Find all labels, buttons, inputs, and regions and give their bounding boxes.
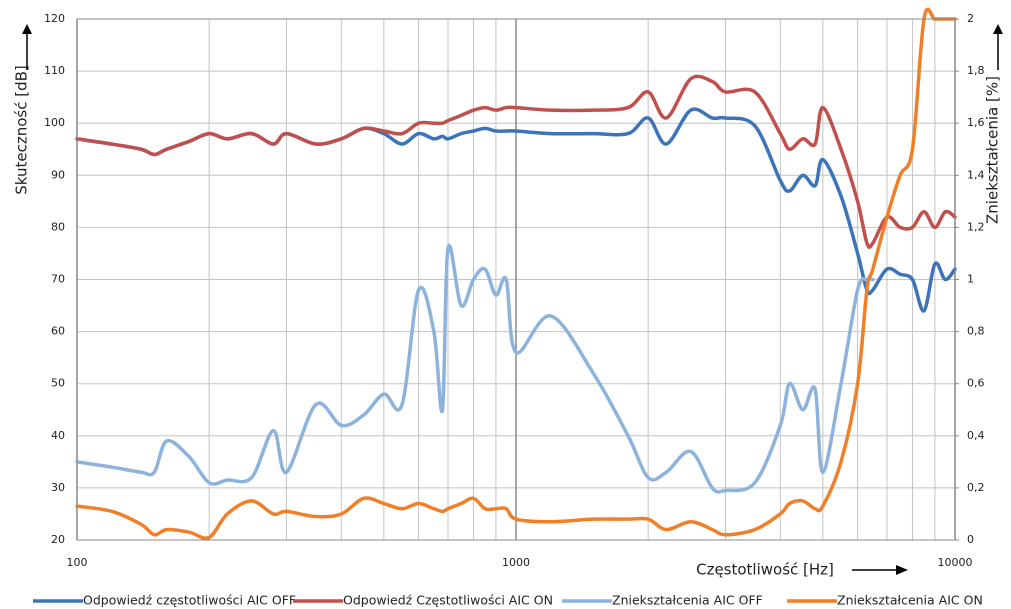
x-tick-label: 1000 [502, 556, 530, 569]
y2-tick-label: 1,6 [967, 116, 985, 129]
y2-axis-label: Zniekształcenia [%] [984, 76, 1002, 224]
series-line [75, 7, 957, 540]
y2-tick-label: 0 [967, 533, 974, 546]
x-tick-label: 10000 [938, 556, 973, 569]
x-tick-label: 100 [67, 556, 88, 569]
y-tick-label: 60 [51, 325, 65, 338]
y2-tick-label: 0,8 [967, 325, 985, 338]
y-arrow-head [22, 24, 32, 34]
grid [76, 18, 956, 541]
y-tick-label: 80 [51, 220, 65, 233]
x-arrow-head [896, 565, 908, 575]
y2-tick-label: 1,2 [967, 220, 985, 233]
y-tick-label: 120 [44, 12, 65, 25]
legend: Odpowiedź częstotliwości AIC OFF Odpowied… [33, 593, 983, 608]
lines [75, 7, 957, 540]
y2-tick-label: 0,2 [967, 481, 985, 494]
x-axis-label: Częstotliwość [Hz] [696, 561, 834, 579]
y2-tick-label: 0,6 [967, 377, 985, 390]
y2-tick-label: 1,4 [967, 168, 985, 181]
series-line [75, 243, 875, 494]
y-tick-label: 70 [51, 273, 65, 286]
y-tick-label: 50 [51, 377, 65, 390]
y2-tick-label: 1 [967, 273, 974, 286]
legend-label: Odpowiedź częstotliwości AIC OFF [83, 593, 296, 608]
y-tick-label: 20 [51, 533, 65, 546]
legend-label: Zniekształcenia AIC ON [837, 593, 983, 608]
y2-tick-label: 1,8 [967, 64, 985, 77]
legend-label: Odpowiedź Częstotliwości AIC ON [343, 593, 553, 608]
y-tick-label: 90 [51, 168, 65, 181]
y-tick-label: 40 [51, 429, 65, 442]
y-tick-label: 110 [44, 64, 65, 77]
series-line [75, 74, 957, 250]
legend-label: Zniekształcenia AIC OFF [612, 593, 763, 608]
y2-tick-label: 0,4 [967, 429, 985, 442]
y2-tick-label: 2 [967, 12, 974, 25]
y2-arrow-head [993, 24, 1003, 34]
y-axis-label: Skuteczność [dB] [13, 65, 31, 195]
y-tick-label: 30 [51, 481, 65, 494]
y-tick-label: 100 [44, 116, 65, 129]
